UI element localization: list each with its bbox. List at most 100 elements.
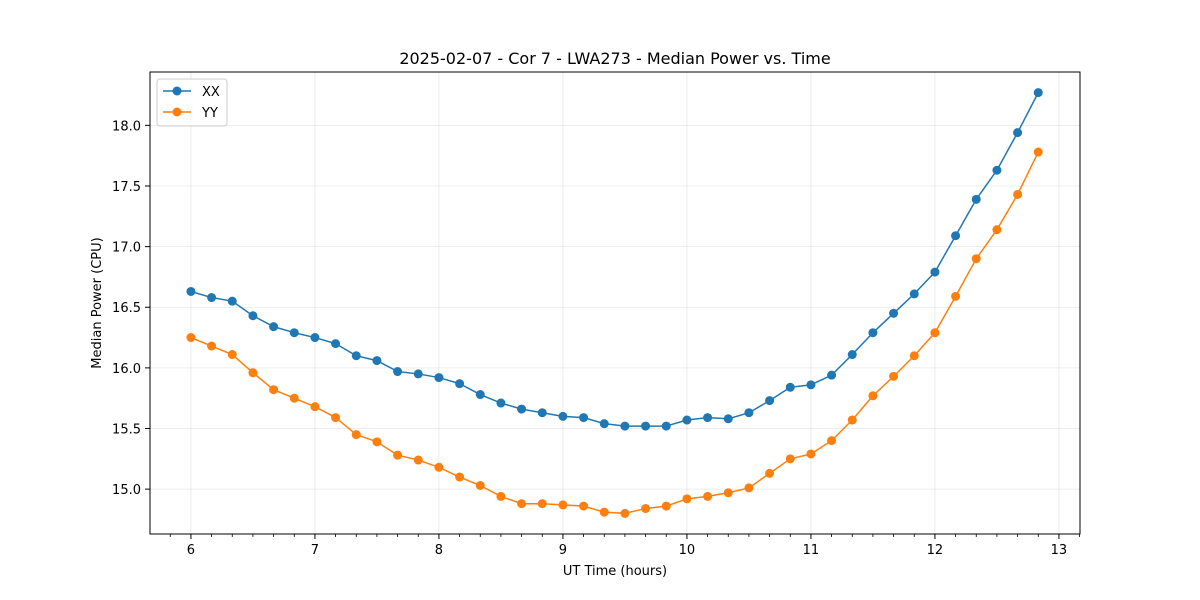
data-point-yy — [951, 291, 961, 301]
data-point-yy — [785, 454, 795, 464]
chart-title: 2025-02-07 - Cor 7 - LWA273 - Median Pow… — [399, 49, 830, 68]
data-point-yy — [599, 507, 609, 517]
data-point-yy — [517, 499, 527, 509]
data-point-yy — [889, 371, 899, 381]
x-tick-label: 8 — [435, 543, 443, 558]
data-point-xx — [847, 350, 857, 360]
data-point-xx — [620, 421, 630, 431]
data-point-yy — [930, 328, 940, 338]
data-point-yy — [641, 504, 651, 514]
data-point-yy — [806, 449, 816, 459]
data-point-xx — [599, 419, 609, 429]
data-point-xx — [413, 369, 423, 379]
data-point-yy — [868, 391, 878, 401]
data-point-xx — [393, 367, 403, 377]
data-point-yy — [579, 501, 589, 511]
data-point-yy — [620, 508, 630, 518]
data-point-yy — [393, 450, 403, 460]
data-point-xx — [951, 231, 961, 241]
data-point-xx — [227, 296, 237, 306]
data-point-yy — [248, 368, 258, 378]
data-point-xx — [455, 379, 465, 389]
data-point-xx — [930, 267, 940, 277]
data-point-yy — [207, 341, 217, 351]
data-point-xx — [827, 370, 837, 380]
data-point-xx — [496, 398, 506, 408]
x-tick-label: 11 — [803, 543, 820, 558]
data-point-yy — [703, 491, 713, 501]
data-point-xx — [703, 413, 713, 423]
data-point-xx — [909, 289, 919, 299]
data-point-yy — [765, 468, 775, 478]
data-point-yy — [372, 437, 382, 447]
grid — [150, 72, 1080, 534]
data-point-yy — [269, 385, 279, 395]
data-point-yy — [1033, 147, 1043, 157]
series-yy — [186, 147, 1043, 518]
x-axis-label: UT Time (hours) — [563, 564, 667, 579]
y-tick-label: 16.5 — [112, 301, 141, 316]
data-point-xx — [641, 421, 651, 431]
x-tick-label: 6 — [187, 543, 195, 558]
y-tick-label: 18.0 — [112, 119, 141, 134]
data-point-xx — [186, 286, 196, 296]
y-tick-label: 15.0 — [112, 483, 141, 498]
data-point-yy — [1013, 189, 1023, 199]
series-xx — [186, 88, 1043, 431]
data-point-yy — [455, 472, 465, 482]
y-tick-label: 17.0 — [112, 241, 141, 256]
data-point-yy — [992, 225, 1002, 235]
data-point-yy — [682, 494, 692, 504]
data-point-xx — [579, 413, 589, 423]
data-point-yy — [558, 500, 568, 510]
data-point-yy — [351, 430, 361, 440]
data-point-xx — [248, 311, 258, 321]
data-point-yy — [434, 462, 444, 472]
data-point-xx — [372, 356, 382, 366]
y-axis-label: Median Power (CPU) — [90, 237, 105, 368]
data-point-yy — [331, 413, 341, 423]
y-tick-label: 15.5 — [112, 423, 141, 438]
data-point-xx — [723, 414, 733, 424]
data-point-xx — [806, 380, 816, 390]
data-point-xx — [868, 328, 878, 338]
legend-xx-marker — [172, 86, 182, 96]
data-point-yy — [661, 501, 671, 511]
data-point-yy — [227, 350, 237, 360]
data-point-yy — [827, 436, 837, 446]
data-point-xx — [971, 194, 981, 204]
data-point-yy — [289, 393, 299, 403]
plot-frame — [149, 71, 1081, 535]
data-point-xx — [682, 415, 692, 425]
data-point-xx — [269, 322, 279, 332]
x-tick-label: 12 — [927, 543, 944, 558]
x-tick-label: 13 — [1051, 543, 1068, 558]
data-point-yy — [310, 402, 320, 412]
data-point-xx — [537, 408, 547, 418]
data-point-yy — [909, 351, 919, 361]
data-point-xx — [331, 339, 341, 349]
legend: XX YY — [156, 78, 228, 127]
data-point-xx — [661, 421, 671, 431]
data-point-xx — [992, 165, 1002, 175]
data-point-xx — [889, 308, 899, 318]
data-point-yy — [744, 483, 754, 493]
legend-yy-label: YY — [201, 106, 218, 121]
data-point-xx — [475, 390, 485, 400]
legend-yy-marker — [172, 107, 182, 117]
data-point-xx — [289, 328, 299, 338]
data-point-yy — [847, 415, 857, 425]
x-tick-label: 10 — [679, 543, 696, 558]
axes: 6 7 8 9 10 11 12 13 15.0 15.5 16.0 16.5 17.0 17.5 18.0 — [112, 119, 1080, 558]
data-point-xx — [517, 404, 527, 414]
data-point-xx — [765, 396, 775, 406]
data-point-yy — [186, 333, 196, 343]
data-point-xx — [785, 382, 795, 392]
plot-series — [186, 88, 1043, 518]
x-tick-label: 9 — [559, 543, 567, 558]
data-point-yy — [971, 254, 981, 264]
data-point-xx — [351, 351, 361, 361]
y-tick-label: 16.0 — [112, 362, 141, 377]
data-point-xx — [744, 408, 754, 418]
